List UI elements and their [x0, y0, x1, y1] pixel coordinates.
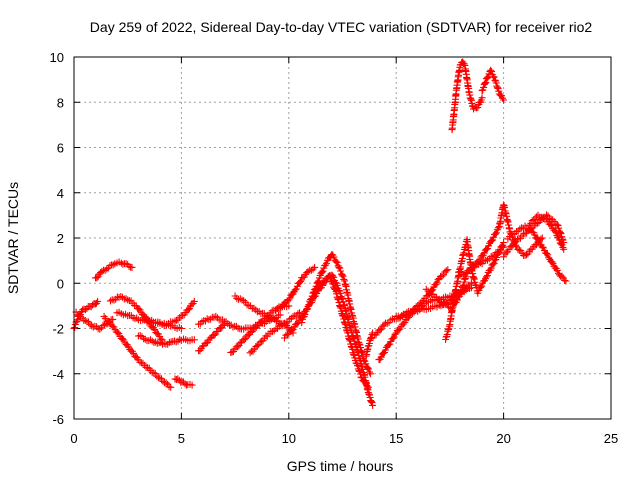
y-tick-label: 8 — [57, 95, 64, 110]
x-tick-label: 15 — [389, 431, 403, 446]
x-tick-label: 5 — [178, 431, 185, 446]
y-tick-label: 0 — [57, 276, 64, 291]
x-tick-label: 20 — [496, 431, 510, 446]
x-axis-label: GPS time / hours — [287, 458, 394, 474]
y-tick-label: 10 — [50, 50, 64, 65]
x-tick-label: 25 — [604, 431, 618, 446]
y-tick-label: 6 — [57, 141, 64, 156]
x-tick-label: 10 — [282, 431, 296, 446]
x-tick-label: 0 — [70, 431, 77, 446]
y-axis-label: SDTVAR / TECUs — [5, 182, 21, 294]
y-tick-label: -2 — [52, 322, 64, 337]
y-tick-label: -4 — [52, 367, 64, 382]
y-tick-label: 4 — [57, 186, 64, 201]
chart-title: Day 259 of 2022, Sidereal Day-to-day VTE… — [90, 19, 593, 35]
y-tick-label: -6 — [52, 412, 64, 427]
y-tick-label: 2 — [57, 231, 64, 246]
